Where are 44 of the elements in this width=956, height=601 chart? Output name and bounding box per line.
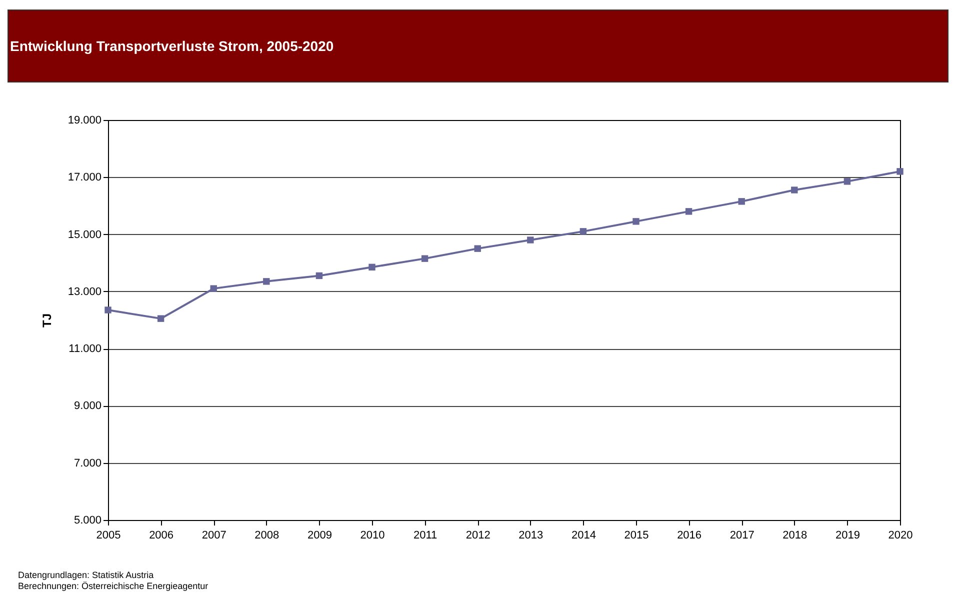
- x-tick-label: 2013: [518, 530, 544, 542]
- point: [316, 272, 323, 280]
- point: [896, 168, 904, 175]
- x-tick-label: 2015: [624, 530, 649, 542]
- point: [474, 245, 481, 252]
- x-tick-label: 2006: [149, 530, 174, 542]
- x-tick-label: 2014: [571, 530, 596, 542]
- y-tick-label: 17.000: [68, 172, 102, 184]
- y-tick-label: 5.000: [74, 514, 102, 526]
- point: [632, 218, 640, 225]
- x-tick-label: 2017: [730, 530, 754, 542]
- point: [791, 186, 798, 194]
- x-tick-label: 2018: [782, 530, 808, 542]
- point: [210, 285, 217, 292]
- x-tick-label: 2019: [835, 530, 860, 542]
- x-tick-label: 2011: [413, 530, 438, 542]
- x-tick-label: 2009: [307, 530, 332, 542]
- point: [844, 178, 851, 185]
- x-tick-label: 2007: [202, 530, 226, 542]
- y-tick-label: 15.000: [68, 228, 102, 241]
- point: [104, 306, 112, 314]
- point: [738, 198, 745, 205]
- y-tick-label: 7.000: [74, 457, 102, 470]
- point: [157, 315, 164, 322]
- point: [527, 236, 534, 244]
- point: [368, 264, 376, 270]
- y-axis-title: TJ: [40, 313, 54, 328]
- chart-title: Entwicklung Transportverluste Strom, 2005-2020: [10, 38, 334, 54]
- x-tick-label: 2016: [677, 530, 702, 542]
- point: [421, 255, 428, 262]
- y-tick-label: 19.000: [68, 114, 102, 126]
- y-tick-label: 13.000: [68, 286, 102, 298]
- y-tick-label: 11.000: [68, 343, 102, 356]
- x-tick-label: 2012: [466, 530, 490, 542]
- x-tick-label: 2008: [254, 530, 280, 542]
- point: [263, 278, 270, 285]
- text: Berechnungen: Österreichische Energieagentur: [18, 581, 208, 591]
- x-tick-label: 2005: [96, 530, 121, 542]
- y-tick-label: 9.000: [74, 400, 102, 412]
- text: Datengrundlagen: Statistik Austria: [18, 570, 154, 580]
- point: [580, 228, 587, 235]
- x-tick-label: 2010: [360, 530, 385, 542]
- x-tick-label: 2020: [888, 530, 913, 542]
- point: [685, 208, 692, 215]
